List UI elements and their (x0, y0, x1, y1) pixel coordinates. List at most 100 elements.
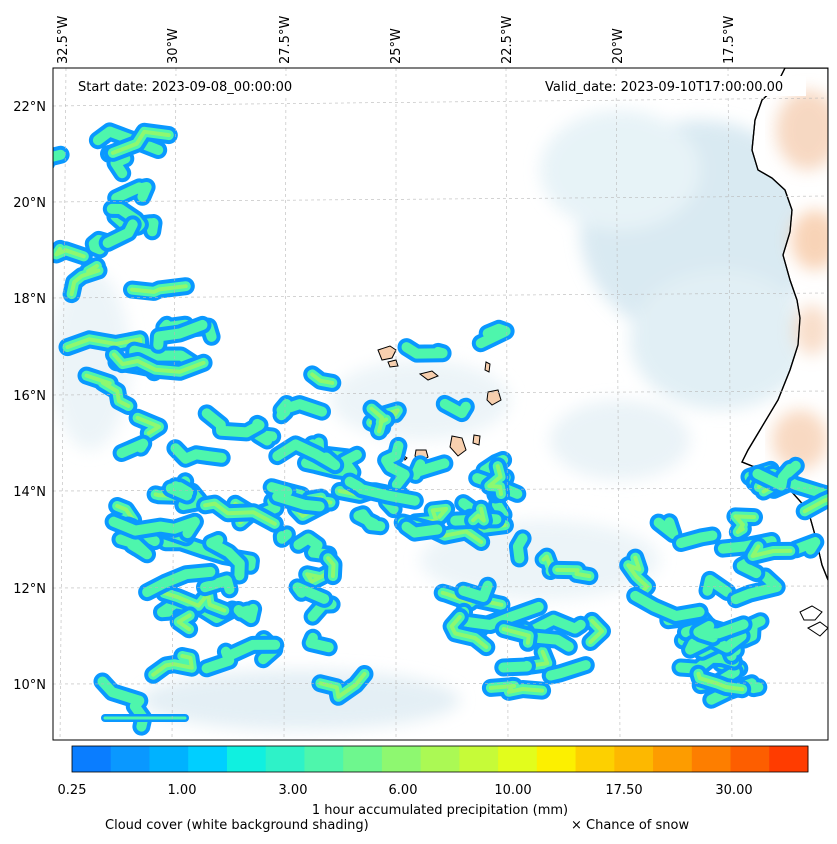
lon-label: 32.5°W (56, 16, 71, 64)
precip-cell (802, 496, 828, 514)
precip-cell (733, 514, 756, 534)
colorbar-segment (498, 746, 538, 772)
cloud-cover-legend: Cloud cover (white background shading) (105, 818, 369, 833)
precip-cell (115, 534, 152, 560)
precip-cell (162, 591, 227, 613)
lat-label: 20°N (13, 196, 46, 211)
precip-cell (165, 481, 194, 501)
precip-cell (170, 443, 227, 464)
colorbar-segment (226, 746, 267, 772)
precip-cell (512, 533, 528, 564)
precip-cell (676, 530, 718, 548)
colorbar-segment (343, 746, 383, 772)
colorbar-segment (653, 746, 693, 772)
lat-label: 18°N (13, 292, 46, 307)
precip-cell (736, 558, 762, 579)
lat-label: 12°N (13, 582, 46, 597)
latitude-labels: 22°N 20°N 18°N 16°N 14°N 12°N 10°N (13, 100, 46, 693)
precip-cell (791, 537, 821, 555)
svg-text:Valid_date: 2023-09-10T17:00:0: Valid_date: 2023-09-10T17:00:00.00 (545, 80, 783, 95)
precip-cell (401, 521, 443, 538)
colorbar-segment (188, 746, 228, 772)
gridlines (53, 68, 828, 740)
precip-cell (702, 574, 733, 597)
precip-cell (111, 182, 152, 203)
precip-cell (206, 535, 245, 581)
start-date-stamp: Start date: 2023-09-08_00:00:00 (72, 76, 310, 96)
precip-cell (353, 509, 386, 532)
colorbar-segment (110, 746, 150, 772)
precip-cell (310, 372, 335, 385)
colorbar-tick: 6.00 (389, 783, 418, 798)
cloud-cover-shading (53, 110, 820, 730)
precip-cell (588, 618, 604, 644)
colorbar-segment (691, 746, 732, 772)
precipitation-field (53, 122, 828, 736)
precip-cell (318, 672, 367, 699)
precip-cell (292, 582, 330, 604)
lat-label: 16°N (13, 389, 46, 404)
precip-cell (752, 460, 801, 491)
precip-cell (439, 398, 471, 419)
precip-cell (53, 149, 66, 162)
svg-text:Start date: 2023-09-08_00:00:0: Start date: 2023-09-08_00:00:00 (78, 80, 292, 95)
colorbar-segment (304, 746, 344, 772)
precip-cell (488, 683, 545, 694)
precip-cell (369, 406, 389, 434)
colorbar-segment (459, 746, 499, 772)
precip-cell (626, 555, 649, 592)
precip-cell (653, 517, 679, 540)
precip-cell (233, 603, 259, 624)
colorbar-tick: 10.00 (494, 783, 531, 798)
precip-cell (253, 430, 278, 446)
map-frame (52, 67, 829, 741)
precip-cell (555, 567, 592, 579)
precip-cell (401, 342, 448, 359)
precip-cell (344, 476, 420, 506)
precip-cell (498, 660, 532, 673)
colorbar-tick: 3.00 (279, 783, 308, 798)
colorbar-segment (381, 746, 422, 772)
precip-cell (449, 614, 489, 650)
precip-cell (475, 323, 511, 349)
precip-cell (84, 373, 131, 408)
snow-legend: × Chance of snow (571, 818, 690, 833)
land-africa (741, 68, 828, 637)
colorbar-segment (72, 746, 112, 772)
precip-cell (200, 575, 235, 595)
precip-cell (750, 544, 793, 558)
colorbar-title: 1 hour accumulated precipitation (mm) (312, 803, 568, 818)
precip-cell (54, 246, 86, 259)
precip-cell (112, 352, 206, 374)
precip-cell (293, 533, 334, 560)
valid-date-stamp: Valid_date: 2023-09-10T17:00:00.00 (540, 76, 806, 96)
precip-cell (142, 566, 216, 598)
precip-cell (501, 627, 531, 645)
colorbar-tick: 17.50 (605, 783, 642, 798)
precip-cell (151, 654, 194, 677)
lat-label: 10°N (13, 678, 46, 693)
lon-label: 30°W (166, 28, 181, 64)
colorbar-frame (71, 745, 809, 773)
precip-cell (526, 614, 586, 636)
colorbar-segment (730, 746, 770, 772)
precip-cell (458, 580, 493, 602)
precip-cell (693, 619, 749, 643)
lon-label: 17.5°W (722, 16, 737, 64)
precip-cell (108, 516, 200, 539)
precip-cell (203, 501, 277, 526)
lon-label: 25°W (389, 28, 404, 64)
longitude-labels: 32.5°W 30°W 27.5°W 25°W 22.5°W 20°W 17.5… (56, 16, 737, 64)
lat-label: 14°N (13, 485, 46, 500)
precip-cell (326, 556, 336, 579)
precip-cell (201, 408, 265, 438)
precip-cell (410, 458, 450, 480)
lon-label: 20°W (611, 28, 626, 64)
colorbar-segment (265, 746, 305, 772)
colorbar-ticks: 0.25 1.00 3.00 6.00 10.00 17.50 30.00 (58, 783, 753, 798)
precip-cell (545, 660, 591, 681)
precip-cell (176, 613, 192, 632)
lon-label: 22.5°W (500, 16, 515, 64)
colorbar-segment (575, 746, 615, 772)
